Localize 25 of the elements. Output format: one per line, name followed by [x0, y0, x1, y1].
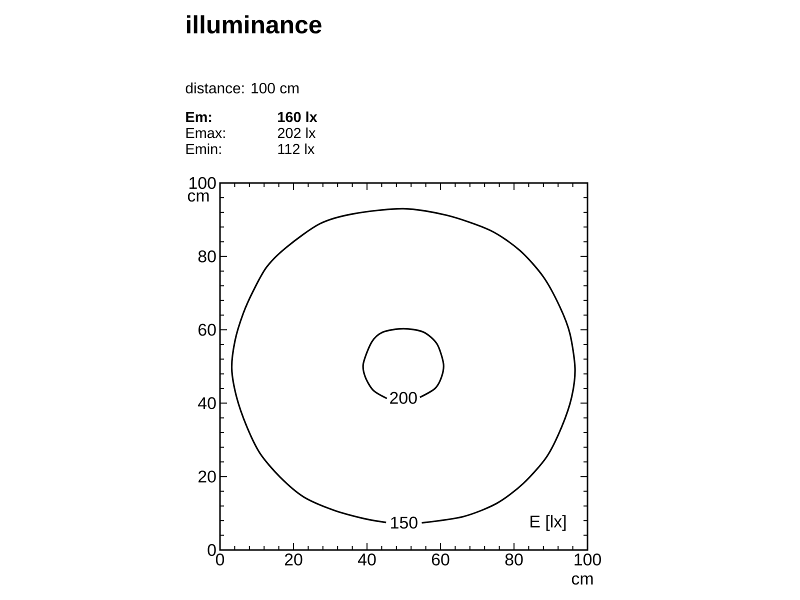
text: Emax:	[186, 128, 225, 138]
text: Emin:	[186, 144, 221, 154]
text: Em:	[186, 112, 212, 122]
text: 112 lx	[278, 144, 315, 154]
x-tick-label: 0	[216, 554, 224, 566]
y-tick-label: 60	[198, 324, 216, 336]
chart-title: illuminance	[186, 15, 322, 34]
x-axis-title: cm	[572, 575, 593, 585]
text: 202 lx	[278, 128, 316, 138]
x-tick-label: 60	[432, 554, 450, 566]
x-tick-label: 40	[358, 554, 376, 566]
series-label: 150	[391, 516, 418, 529]
x-tick-label: 100	[574, 554, 601, 566]
series-label: 200	[390, 392, 417, 404]
y-axis-title: cm	[188, 192, 209, 202]
y-tick-label: 20	[198, 470, 216, 483]
y-tick-label: 0	[208, 544, 216, 556]
y-tick-label: 100	[190, 176, 216, 189]
y-tick-label: 80	[198, 250, 216, 262]
x-tick-label: 80	[505, 554, 523, 566]
x-tick-label: 20	[284, 554, 302, 566]
y-tick-label: 40	[198, 397, 216, 410]
text: 160 lx	[278, 112, 318, 122]
annotation: E [lx]	[530, 515, 566, 531]
chart-subtitle: distance: 100 cm	[186, 82, 299, 94]
